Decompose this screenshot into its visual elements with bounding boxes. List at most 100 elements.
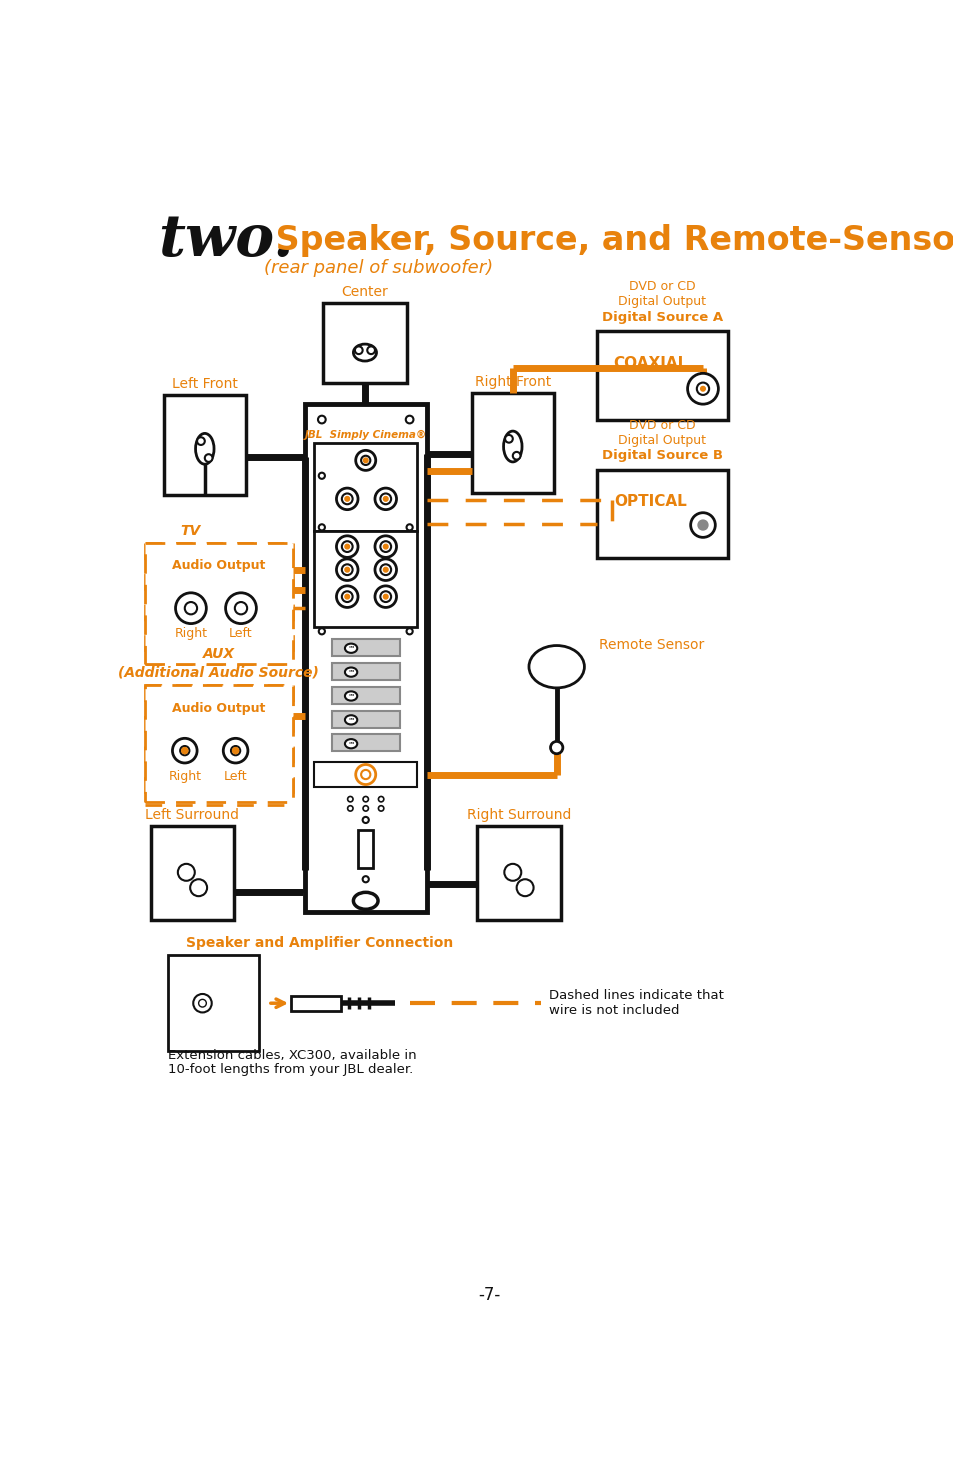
Circle shape: [336, 535, 357, 558]
Text: Remote Sensor: Remote Sensor: [598, 639, 703, 652]
Text: Audio Output: Audio Output: [172, 702, 265, 715]
Text: "": "": [348, 740, 354, 746]
Text: "": "": [348, 645, 354, 652]
Text: "": "": [348, 670, 354, 676]
Bar: [596, 469, 727, 558]
Bar: [305, 404, 426, 913]
Circle shape: [367, 347, 375, 354]
Ellipse shape: [345, 715, 356, 724]
Bar: [151, 826, 233, 920]
Circle shape: [197, 437, 205, 445]
Circle shape: [406, 628, 413, 634]
Circle shape: [318, 524, 325, 531]
Text: Digital Source B: Digital Source B: [601, 450, 722, 462]
Circle shape: [517, 879, 533, 897]
Circle shape: [345, 568, 349, 572]
Circle shape: [341, 565, 353, 575]
Circle shape: [341, 591, 353, 602]
Text: Right: Right: [174, 627, 207, 640]
Ellipse shape: [345, 643, 356, 653]
Circle shape: [406, 524, 413, 531]
Bar: [332, 735, 399, 751]
Text: OPTICAL: OPTICAL: [614, 494, 686, 509]
Circle shape: [336, 586, 357, 608]
Text: JBL  Simply Cinema®: JBL Simply Cinema®: [304, 429, 426, 440]
Bar: [314, 763, 416, 786]
Circle shape: [405, 416, 413, 423]
Circle shape: [361, 770, 370, 779]
Text: DVD or CD
Digital Output: DVD or CD Digital Output: [618, 280, 705, 308]
Text: "": "": [348, 717, 354, 723]
Circle shape: [550, 742, 562, 754]
Circle shape: [362, 876, 369, 882]
Text: two.: two.: [158, 212, 294, 268]
Circle shape: [190, 879, 207, 897]
Circle shape: [361, 456, 370, 465]
Circle shape: [193, 994, 212, 1012]
Circle shape: [347, 796, 353, 802]
Circle shape: [690, 513, 715, 537]
Text: Right Front: Right Front: [475, 375, 550, 389]
Circle shape: [383, 568, 388, 572]
Bar: [314, 531, 416, 627]
Circle shape: [513, 451, 520, 460]
Ellipse shape: [345, 692, 356, 701]
Text: Speaker, Source, and Remote-Sensor Connectors: Speaker, Source, and Remote-Sensor Conne…: [264, 224, 953, 257]
Circle shape: [175, 593, 206, 624]
Circle shape: [383, 544, 388, 549]
Text: TV: TV: [181, 524, 201, 538]
Circle shape: [205, 454, 213, 462]
Text: Right: Right: [168, 770, 201, 783]
Ellipse shape: [503, 431, 521, 462]
Circle shape: [318, 472, 325, 479]
Ellipse shape: [528, 646, 584, 687]
Circle shape: [345, 594, 349, 599]
Circle shape: [363, 796, 368, 802]
Circle shape: [185, 602, 197, 615]
Circle shape: [375, 586, 396, 608]
Circle shape: [380, 541, 391, 552]
Circle shape: [225, 593, 256, 624]
Bar: [291, 996, 341, 1010]
Circle shape: [363, 459, 368, 463]
Circle shape: [380, 565, 391, 575]
Circle shape: [375, 559, 396, 581]
Text: AUX
(Additional Audio Source): AUX (Additional Audio Source): [118, 648, 318, 680]
Ellipse shape: [353, 892, 377, 909]
Circle shape: [383, 594, 388, 599]
Bar: [476, 826, 560, 920]
Circle shape: [383, 497, 388, 502]
Text: Dashed lines indicate that
wire is not included: Dashed lines indicate that wire is not i…: [548, 990, 723, 1018]
Bar: [357, 830, 373, 869]
Bar: [145, 543, 293, 664]
Bar: [332, 639, 399, 656]
Circle shape: [347, 805, 353, 811]
Circle shape: [341, 494, 353, 504]
Circle shape: [341, 541, 353, 552]
Circle shape: [355, 764, 375, 785]
Bar: [332, 687, 399, 704]
Circle shape: [177, 864, 194, 881]
Circle shape: [687, 373, 718, 404]
Circle shape: [234, 602, 247, 615]
Circle shape: [380, 494, 391, 504]
Bar: [332, 662, 399, 680]
Bar: [323, 302, 406, 384]
Bar: [168, 954, 258, 1052]
Text: Left: Left: [224, 770, 247, 783]
Circle shape: [223, 739, 248, 763]
Text: Extension cables, XC300, available in
10-foot lengths from your JBL dealer.: Extension cables, XC300, available in 10…: [168, 1049, 416, 1077]
Circle shape: [375, 488, 396, 510]
Text: COAXIAL: COAXIAL: [613, 355, 687, 370]
Circle shape: [504, 864, 520, 881]
Circle shape: [231, 746, 240, 755]
Circle shape: [378, 805, 383, 811]
Circle shape: [700, 386, 704, 391]
Circle shape: [336, 559, 357, 581]
Text: Right Surround: Right Surround: [466, 808, 571, 823]
Text: Left Front: Left Front: [172, 378, 237, 391]
Circle shape: [355, 347, 362, 354]
Bar: [164, 395, 246, 496]
Circle shape: [345, 544, 349, 549]
Circle shape: [233, 748, 238, 754]
